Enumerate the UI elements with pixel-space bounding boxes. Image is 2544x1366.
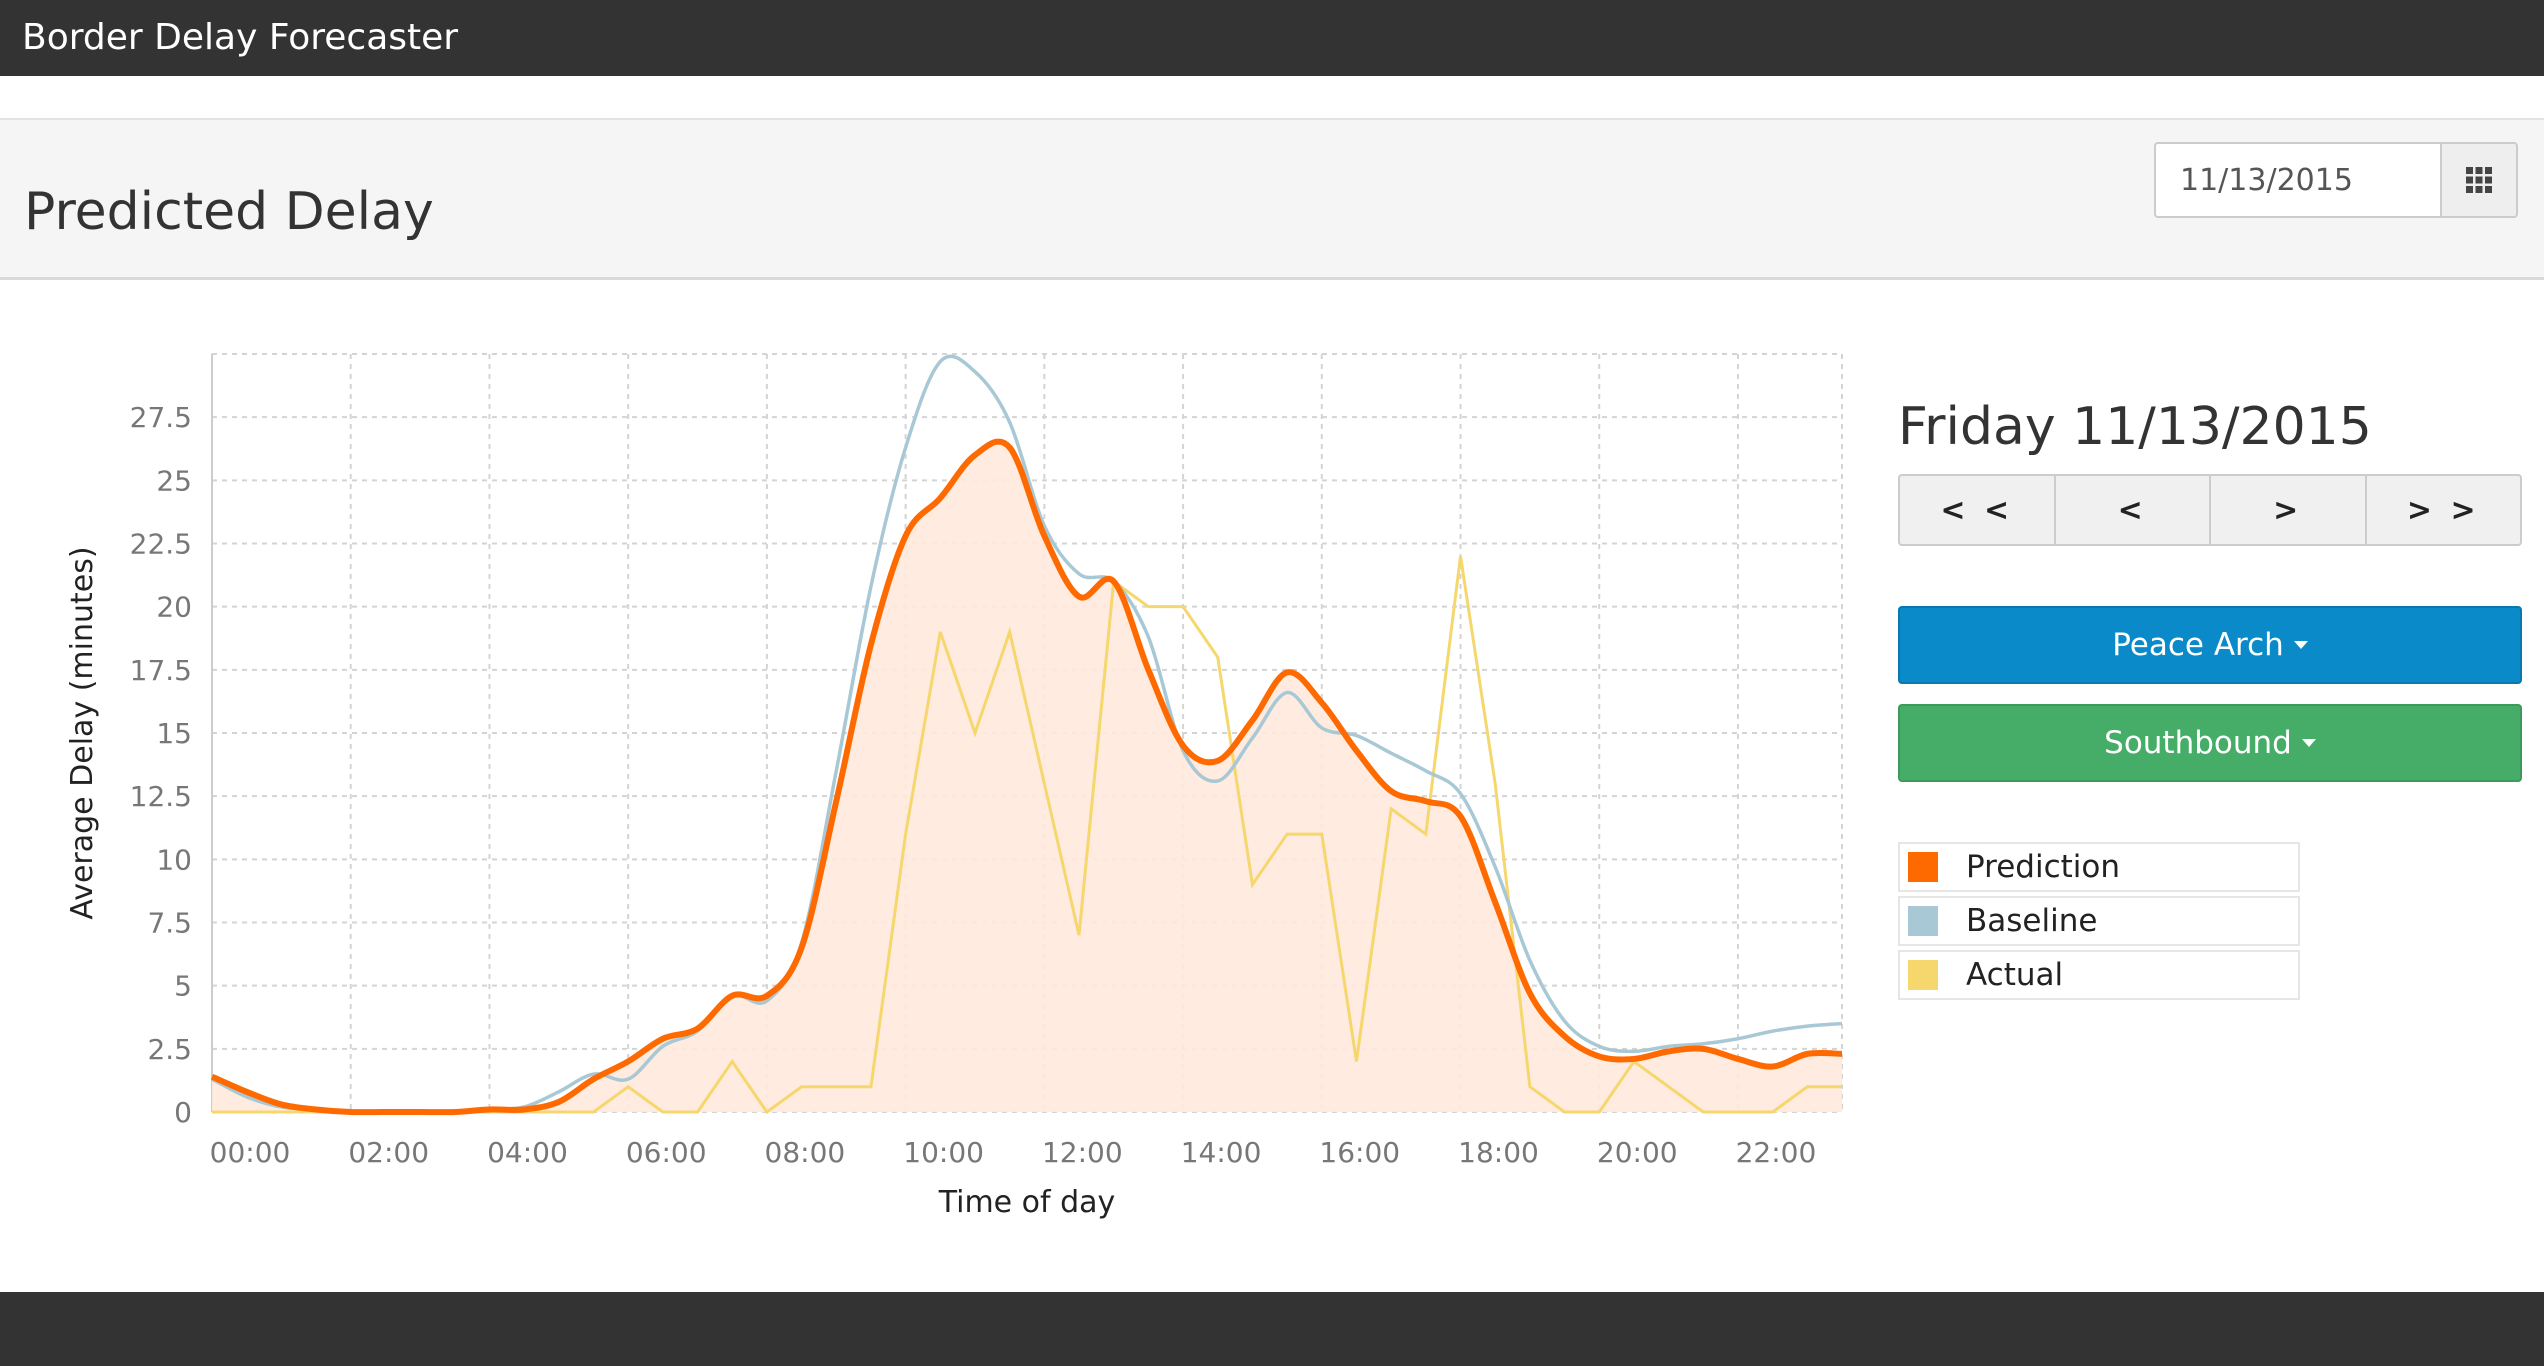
x-tick-label: 14:00 [1181,1136,1262,1169]
y-tick-label: 7.5 [147,907,192,940]
legend-label: Prediction [1966,849,2121,885]
caret-down-icon [2293,641,2308,649]
legend-item-baseline[interactable]: Baseline [1898,896,2300,946]
date-nav-group: < < < > > > [1898,474,2522,546]
x-tick-label: 18:00 [1458,1136,1539,1169]
chart-ticks: 00:00 02:00 04:00 06:00 08:00 10:00 12:00 14:00… [130,401,1817,1169]
grid-calendar-icon [2466,167,2492,193]
chevron-left-icon: < [2117,492,2147,528]
y-tick-label: 22.5 [130,528,192,561]
legend-swatch [1908,960,1938,990]
x-tick-label: 02:00 [348,1136,429,1169]
legend-item-prediction[interactable]: Prediction [1898,842,2300,892]
legend-item-actual[interactable]: Actual [1898,950,2300,1000]
x-tick-label: 06:00 [626,1136,707,1169]
y-tick-label: 17.5 [130,654,192,687]
app-brand[interactable]: Border Delay Forecaster [22,17,459,58]
top-navbar: Border Delay Forecaster [0,0,2544,76]
legend-label: Baseline [1966,903,2098,939]
x-tick-label: 22:00 [1736,1136,1817,1169]
page-footer [0,1292,2544,1366]
chart-series [210,354,1843,1116]
y-tick-label: 5 [174,970,192,1003]
x-tick-label: 20:00 [1597,1136,1678,1169]
legend-swatch [1908,906,1938,936]
x-tick-label: 04:00 [487,1136,568,1169]
direction-dropdown[interactable]: Southbound [1898,704,2522,782]
legend-swatch [1908,852,1938,882]
delay-chart: 00:00 02:00 04:00 06:00 08:00 10:00 12:00 14:00… [0,290,1880,1240]
y-tick-label: 2.5 [147,1033,192,1066]
y-tick-label: 0 [174,1096,192,1129]
delay-chart-svg: 00:00 02:00 04:00 06:00 08:00 10:00 12:00 14:00… [65,353,1843,1220]
crossing-label: Peace Arch [2112,627,2284,663]
y-tick-label: 12.5 [130,780,192,813]
calendar-button[interactable] [2440,142,2518,218]
y-tick-label: 25 [156,464,192,497]
chevron-right-icon: > [2273,492,2303,528]
day-title: Friday 11/13/2015 [1898,397,2372,457]
double-chevron-left-icon: < < [1940,492,2014,528]
x-tick-label: 10:00 [903,1136,984,1169]
date-picker [2154,142,2518,218]
prediction-line [210,438,1843,1116]
y-tick-label: 10 [156,843,192,876]
x-tick-label: 16:00 [1319,1136,1400,1169]
next-day-button[interactable]: > [2209,474,2367,546]
page-header: Predicted Delay [0,118,2544,280]
caret-down-icon [2301,739,2316,747]
direction-label: Southbound [2104,725,2292,761]
x-tick-label: 00:00 [210,1136,291,1169]
prev-day-button[interactable]: < [2053,474,2211,546]
y-axis-title: Average Delay (minutes) [65,546,100,919]
prediction-area [212,441,1842,1113]
y-tick-label: 15 [156,717,192,750]
prev-week-button[interactable]: < < [1898,474,2056,546]
page-title: Predicted Delay [24,182,434,242]
y-tick-label: 27.5 [130,401,192,434]
legend-label: Actual [1966,957,2064,993]
double-chevron-right-icon: > > [2406,492,2480,528]
chart-legend: Prediction Baseline Actual [1898,842,2300,1004]
x-tick-label: 12:00 [1042,1136,1123,1169]
crossing-dropdown[interactable]: Peace Arch [1898,606,2522,684]
x-tick-label: 08:00 [765,1136,846,1169]
x-axis-title: Time of day [938,1185,1116,1220]
y-tick-label: 20 [156,591,192,624]
next-week-button[interactable]: > > [2364,474,2522,546]
date-input[interactable] [2154,142,2440,218]
